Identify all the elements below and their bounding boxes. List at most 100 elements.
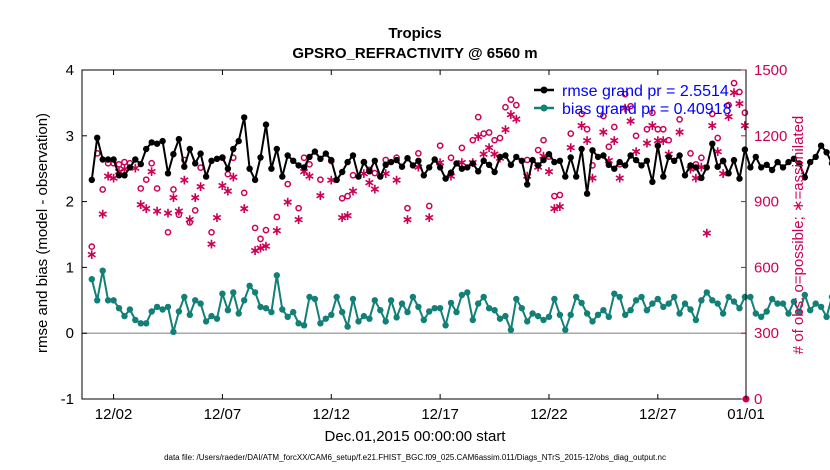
obs-assimilated-point: ∗ xyxy=(674,123,686,139)
rmse-point xyxy=(295,162,302,169)
obs-possible-point xyxy=(338,194,346,202)
rmse-point xyxy=(317,155,324,162)
obs-assimilated-point: ∗ xyxy=(206,235,218,251)
bias-point xyxy=(768,295,776,303)
obs-assimilated-point: ∗ xyxy=(543,163,555,179)
y-tick-label: 4 xyxy=(66,62,74,79)
rmse-point xyxy=(714,163,721,170)
obs-assimilated-point: ∗ xyxy=(685,161,697,177)
rmse-point xyxy=(322,150,329,157)
legend-label-rmse: rmse grand pr = 2.5514 xyxy=(562,83,729,100)
bias-point xyxy=(518,305,525,312)
obs-possible-point xyxy=(725,101,732,109)
rmse-point xyxy=(279,173,286,180)
obs-assimilated-point: ∗ xyxy=(380,165,392,181)
bias-point xyxy=(246,282,253,289)
rmse-point xyxy=(121,172,128,179)
obs-possible-point xyxy=(88,243,96,250)
rmse-point xyxy=(235,137,242,145)
bias-point xyxy=(681,300,689,307)
bias-point xyxy=(431,305,438,312)
bias-point xyxy=(366,315,373,322)
obs-assimilated-point: ∗ xyxy=(222,183,234,199)
rmse-point xyxy=(491,168,498,176)
bias-point xyxy=(208,312,215,320)
x-tick-label: 12/17 xyxy=(421,406,459,423)
obs-assimilated-point: ∗ xyxy=(402,211,414,227)
rmse-point xyxy=(153,140,161,147)
obs-assimilated-point: ∗ xyxy=(255,240,267,256)
obs-assimilated-point: ∗ xyxy=(168,189,180,205)
bias-point xyxy=(616,293,623,301)
bias-point xyxy=(311,295,319,303)
bias-point xyxy=(328,311,335,318)
obs-assimilated-point: ∗ xyxy=(271,222,283,238)
obs-possible-point xyxy=(469,136,477,144)
bias-point xyxy=(502,312,509,320)
obs-possible-point xyxy=(425,202,433,210)
bias-point xyxy=(507,326,515,334)
rmse-point xyxy=(366,168,373,175)
obs-assimilated-point: ∗ xyxy=(696,159,708,175)
y-right-tick-label: 300 xyxy=(754,325,779,342)
rmse-point xyxy=(328,156,335,164)
rmse-point xyxy=(665,153,672,161)
obs-assimilated-point: ∗ xyxy=(249,242,261,258)
bias-point xyxy=(115,305,123,312)
x-tick-label: 12/02 xyxy=(95,406,133,423)
bias-point xyxy=(796,308,803,316)
bias-point xyxy=(611,290,618,297)
rmse-point xyxy=(616,158,623,166)
bias-point xyxy=(339,308,346,316)
obs-assimilated-point: ∗ xyxy=(576,117,588,133)
rmse-point xyxy=(311,148,319,155)
obs-assimilated-point: ∗ xyxy=(472,128,484,144)
rmse-point xyxy=(540,156,547,164)
x-tick-label: 12/07 xyxy=(204,406,242,423)
obs-possible-point xyxy=(605,143,613,151)
obs-assimilated-point: ∗ xyxy=(347,183,359,199)
rmse-point xyxy=(513,153,520,161)
y-right-tick-label: 900 xyxy=(754,194,779,211)
obs-possible-point xyxy=(115,160,123,168)
obs-possible-point xyxy=(556,191,564,199)
series-layer xyxy=(88,114,830,336)
rmse-point xyxy=(725,170,732,177)
rmse-point xyxy=(485,161,493,168)
obs-possible-point xyxy=(404,204,411,212)
rmse-point xyxy=(752,153,759,161)
bias-point xyxy=(349,295,357,303)
bias-point xyxy=(137,320,144,327)
bias-point xyxy=(453,308,460,316)
obs-possible-point xyxy=(208,228,215,236)
rmse-point xyxy=(447,169,455,176)
bias-point xyxy=(741,293,749,301)
obs-assimilated-point: ∗ xyxy=(619,99,631,115)
bias-point xyxy=(692,316,700,324)
obs-possible-point xyxy=(649,109,656,117)
bias-point xyxy=(273,272,280,279)
obs-assimilated-point: ∗ xyxy=(603,152,615,168)
bias-point xyxy=(94,297,101,304)
bias-point xyxy=(583,310,591,317)
obs-possible-point xyxy=(371,169,379,177)
obs-assimilated-point: ∗ xyxy=(712,143,724,159)
obs-assimilated-point: ∗ xyxy=(325,172,337,188)
obs-assimilated-point: ∗ xyxy=(238,200,250,216)
rmse-point xyxy=(768,166,776,174)
bias-point xyxy=(736,305,743,312)
obs-assimilated-point: ∗ xyxy=(119,161,131,177)
bias-point xyxy=(469,316,476,324)
obs-assimilated-point: ∗ xyxy=(391,172,403,188)
rmse-point xyxy=(415,157,422,164)
obs-possible-point xyxy=(191,207,199,214)
obs-possible-point xyxy=(142,176,150,184)
rmse-point xyxy=(600,152,607,159)
obs-possible-point xyxy=(240,189,248,197)
rmse-point xyxy=(143,145,150,153)
rmse-point xyxy=(409,162,417,169)
rmse-point xyxy=(181,163,188,170)
bias-point xyxy=(230,289,237,296)
rmse-point xyxy=(202,173,210,180)
rmse-point xyxy=(611,165,618,172)
